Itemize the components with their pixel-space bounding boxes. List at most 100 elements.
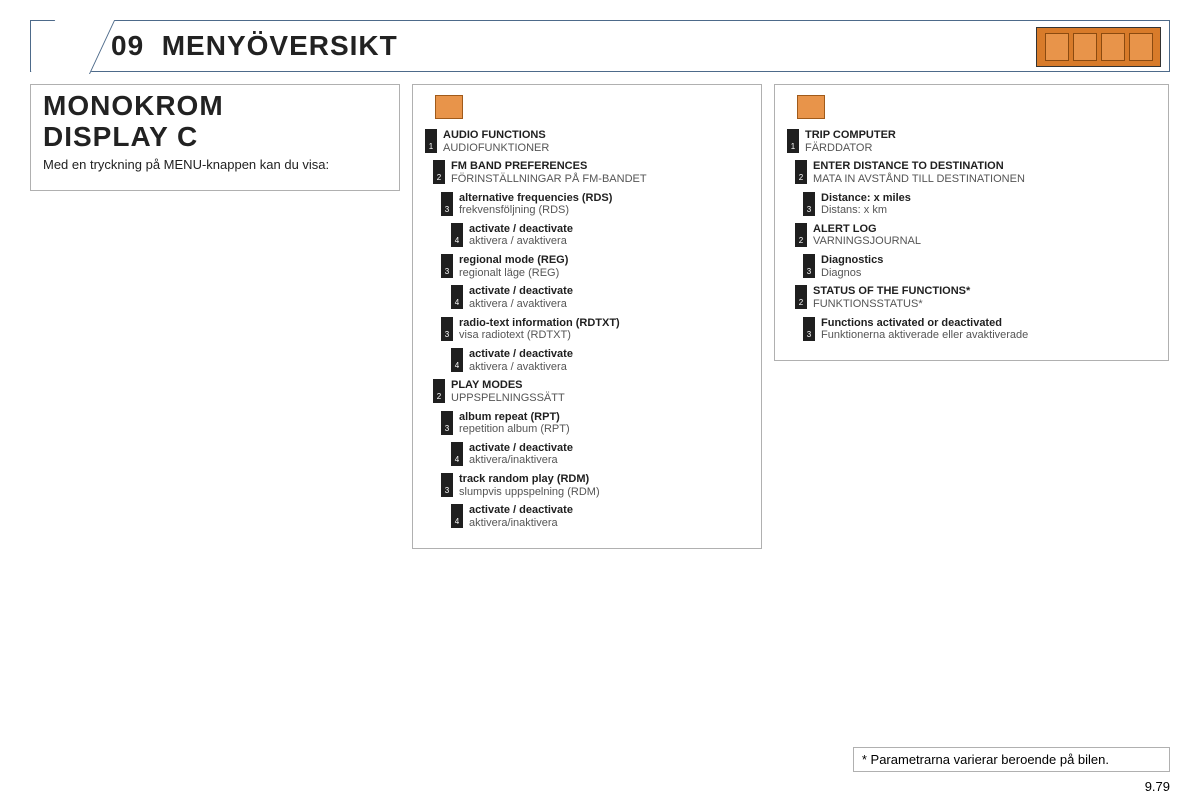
item-title: AUDIO FUNCTIONS	[443, 129, 549, 142]
audio-section-icon	[435, 95, 463, 119]
heading-line2: DISPLAY C	[43, 121, 198, 152]
item-title: activate / deactivate	[469, 285, 573, 298]
item-title: ALERT LOG	[813, 223, 921, 236]
item-subtitle: Distans: x km	[821, 204, 911, 217]
item-title: album repeat (RPT)	[459, 411, 570, 424]
item-subtitle: visa radiotext (RDTXT)	[459, 329, 620, 342]
item-text: STATUS OF THE FUNCTIONS*FUNKTIONSSTATUS*	[813, 285, 970, 310]
header-tab-shape	[30, 20, 115, 74]
level-marker: 2	[795, 160, 807, 184]
item-text: activate / deactivateaktivera/inaktivera	[469, 442, 573, 467]
item-subtitle: FÄRDDATOR	[805, 142, 896, 155]
menu-item: 2PLAY MODESUPPSPELNINGSSÄTT	[433, 379, 749, 404]
item-text: activate / deactivateaktivera / avaktive…	[469, 285, 573, 310]
item-title: Diagnostics	[821, 254, 883, 267]
trip-section-icon	[797, 95, 825, 119]
item-title: track random play (RDM)	[459, 473, 600, 486]
intro-paragraph: Med en tryckning på MENU-knappen kan du …	[43, 157, 387, 172]
middle-column: 1AUDIO FUNCTIONSAUDIOFUNKTIONER2FM BAND …	[412, 84, 762, 549]
left-column: MONOKROM DISPLAY C Med en tryckning på M…	[30, 84, 400, 191]
page-header: 09 MENYÖVERSIKT	[30, 20, 1170, 72]
header-icon-panel	[1036, 27, 1161, 67]
level-marker: 2	[795, 285, 807, 309]
menu-item: 3DiagnosticsDiagnos	[803, 254, 1156, 279]
item-subtitle: regionalt läge (REG)	[459, 267, 568, 280]
item-title: ENTER DISTANCE TO DESTINATION	[813, 160, 1025, 173]
item-subtitle: repetition album (RPT)	[459, 423, 570, 436]
item-subtitle: VARNINGSJOURNAL	[813, 235, 921, 248]
phone-icon	[1101, 33, 1125, 61]
item-text: FM BAND PREFERENCESFÖRINSTÄLLNINGAR PÅ F…	[451, 160, 647, 185]
menu-item: 2FM BAND PREFERENCESFÖRINSTÄLLNINGAR PÅ …	[433, 160, 749, 185]
level-marker: 2	[433, 160, 445, 184]
item-subtitle: Funktionerna aktiverade eller avaktivera…	[821, 329, 1028, 342]
item-subtitle: FUNKTIONSSTATUS*	[813, 298, 970, 311]
item-subtitle: aktivera/inaktivera	[469, 454, 573, 467]
item-title: STATUS OF THE FUNCTIONS*	[813, 285, 970, 298]
level-marker: 3	[803, 192, 815, 216]
item-title: Distance: x miles	[821, 192, 911, 205]
item-title: radio-text information (RDTXT)	[459, 317, 620, 330]
level-marker: 3	[441, 192, 453, 216]
item-text: Functions activated or deactivatedFunkti…	[821, 317, 1028, 342]
level-marker: 4	[451, 285, 463, 309]
level-marker: 3	[803, 254, 815, 278]
right-column: 1TRIP COMPUTERFÄRDDATOR2ENTER DISTANCE T…	[774, 84, 1169, 361]
item-text: track random play (RDM)slumpvis uppspeln…	[459, 473, 600, 498]
item-subtitle: MATA IN AVSTÅND TILL DESTINATIONEN	[813, 173, 1025, 186]
level-marker: 3	[441, 254, 453, 278]
header-number: 09	[111, 30, 144, 61]
item-subtitle: aktivera / avaktivera	[469, 298, 573, 311]
trip-menu-list: 1TRIP COMPUTERFÄRDDATOR2ENTER DISTANCE T…	[787, 129, 1156, 342]
item-title: PLAY MODES	[451, 379, 565, 392]
item-subtitle: frekvensföljning (RDS)	[459, 204, 612, 217]
level-marker: 1	[787, 129, 799, 153]
item-text: activate / deactivateaktivera / avaktive…	[469, 223, 573, 248]
menu-item: 3regional mode (REG)regionalt läge (REG)	[441, 254, 749, 279]
item-subtitle: slumpvis uppspelning (RDM)	[459, 486, 600, 499]
audio-icon	[1045, 33, 1069, 61]
item-subtitle: aktivera/inaktivera	[469, 517, 573, 530]
item-text: activate / deactivateaktivera/inaktivera	[469, 504, 573, 529]
menu-item: 3 album repeat (RPT)repetition album (RPT…	[441, 411, 749, 436]
item-title: regional mode (REG)	[459, 254, 568, 267]
heading-line1: MONOKROM	[43, 90, 224, 121]
menu-item: 1TRIP COMPUTERFÄRDDATOR	[787, 129, 1156, 154]
level-marker: 3	[441, 473, 453, 497]
item-title: activate / deactivate	[469, 504, 573, 517]
menu-item: 4activate / deactivateaktivera / avaktiv…	[451, 348, 749, 373]
item-subtitle: aktivera / avaktivera	[469, 361, 573, 374]
item-title: activate / deactivate	[469, 348, 573, 361]
item-text: regional mode (REG)regionalt läge (REG)	[459, 254, 568, 279]
level-marker: 2	[795, 223, 807, 247]
level-marker: 4	[451, 442, 463, 466]
menu-item: 3Distance: x milesDistans: x km	[803, 192, 1156, 217]
item-title: alternative frequencies (RDS)	[459, 192, 612, 205]
menu-item: 3radio-text information (RDTXT)visa radi…	[441, 317, 749, 342]
item-text: DiagnosticsDiagnos	[821, 254, 883, 279]
item-text: radio-text information (RDTXT)visa radio…	[459, 317, 620, 342]
menu-item: 3track random play (RDM)slumpvis uppspel…	[441, 473, 749, 498]
page-number: 9.79	[1145, 779, 1170, 794]
item-subtitle: UPPSPELNINGSSÄTT	[451, 392, 565, 405]
item-subtitle: FÖRINSTÄLLNINGAR PÅ FM-BANDET	[451, 173, 647, 186]
level-marker: 2	[433, 379, 445, 403]
item-subtitle: AUDIOFUNKTIONER	[443, 142, 549, 155]
item-text: ALERT LOGVARNINGSJOURNAL	[813, 223, 921, 248]
content-row: MONOKROM DISPLAY C Med en tryckning på M…	[30, 84, 1170, 549]
level-marker: 3	[803, 317, 815, 341]
level-marker: 3	[441, 411, 453, 435]
item-text: PLAY MODESUPPSPELNINGSSÄTT	[451, 379, 565, 404]
item-title: activate / deactivate	[469, 442, 573, 455]
menu-item: 2ALERT LOGVARNINGSJOURNAL	[795, 223, 1156, 248]
header-title: 09 MENYÖVERSIKT	[111, 30, 398, 62]
header-title-text: MENYÖVERSIKT	[162, 30, 398, 61]
menu-item: 1AUDIO FUNCTIONSAUDIOFUNKTIONER	[425, 129, 749, 154]
item-text: TRIP COMPUTERFÄRDDATOR	[805, 129, 896, 154]
item-text: Distance: x milesDistans: x km	[821, 192, 911, 217]
menu-item: 4activate / deactivateaktivera/inaktiver…	[451, 504, 749, 529]
item-text: ENTER DISTANCE TO DESTINATIONMATA IN AVS…	[813, 160, 1025, 185]
item-title: activate / deactivate	[469, 223, 573, 236]
level-marker: 3	[441, 317, 453, 341]
item-title: FM BAND PREFERENCES	[451, 160, 647, 173]
